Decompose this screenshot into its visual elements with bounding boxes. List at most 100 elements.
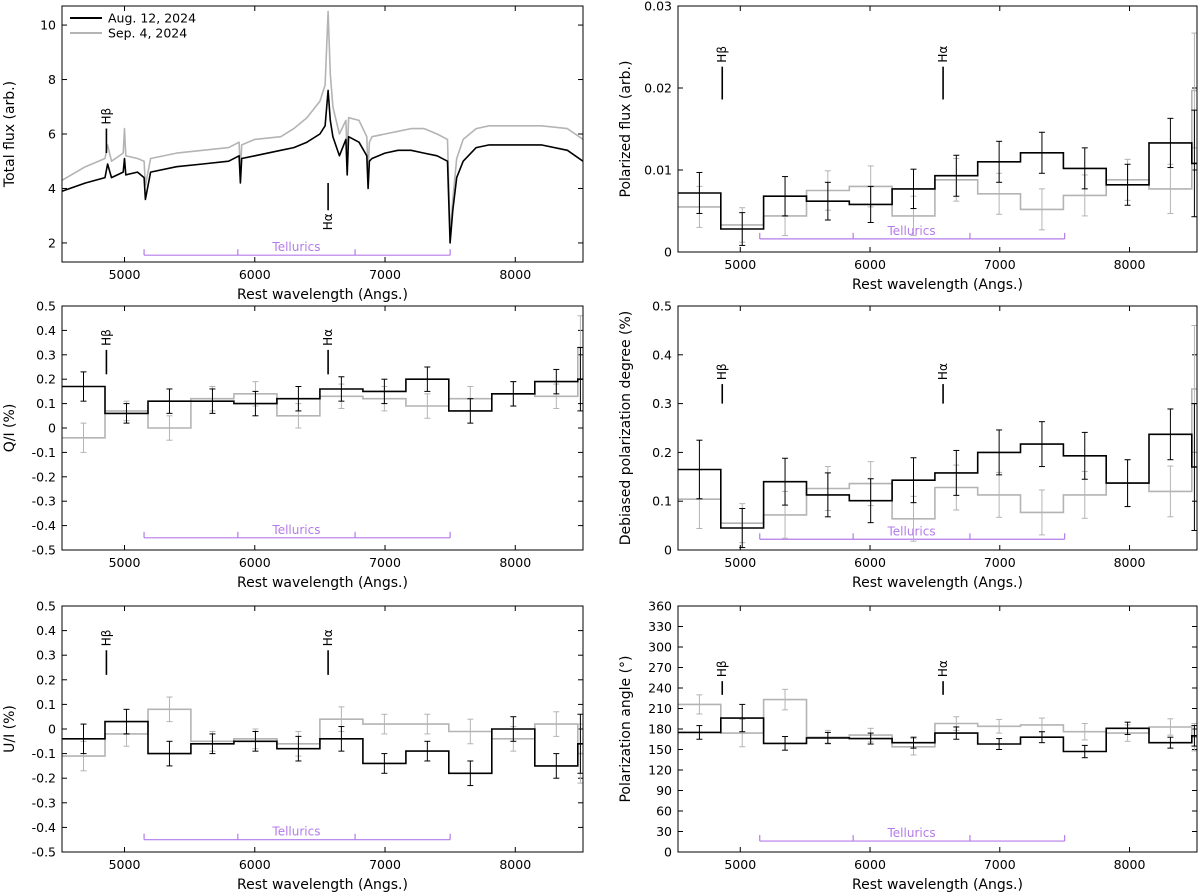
- q-over-i-series-aug: [62, 378, 583, 415]
- debiased-polarization-errorbar-sep: [1167, 465, 1174, 518]
- polarization-angle-xtick-label: 7000: [984, 857, 1016, 872]
- debiased-polarization-errorbar-aug: [739, 508, 746, 549]
- u-over-i-errorbar-sep: [553, 711, 560, 737]
- polarization-angle-errorbar-aug: [910, 736, 917, 749]
- debiased-polarization-ytick-label: 0: [664, 543, 672, 558]
- q-over-i-panel: 5000 6000 7000 8000 -0.5 -0.4 -0.3 -0.2 -0.1 0 0.1…: [2, 299, 584, 591]
- u-over-i-errorbar-aug: [510, 716, 517, 742]
- polarized-flux-errorbar-aug: [910, 168, 917, 210]
- polarization-angle-errorbar-aug: [1081, 744, 1088, 759]
- polarization-angle-ytick-label: 180: [648, 722, 672, 737]
- q-over-i-errorbar-aug: [510, 381, 517, 407]
- debiased-polarization-marker-label-hb: Hβ: [715, 363, 729, 380]
- u-over-i-ytick-label: 0.5: [36, 599, 56, 614]
- debiased-polarization-errorbar-sep: [1038, 489, 1045, 536]
- u-over-i-errorbar-aug: [338, 726, 345, 752]
- polarization-angle-errorbar-aug: [867, 732, 874, 745]
- debiased-polarization-errorbar-aug: [910, 457, 917, 504]
- polarization-angle-tellurics-label: Tellurics: [887, 826, 936, 840]
- debiased-polarization-xlabel: Rest wavelength (Angs.): [852, 575, 1023, 591]
- q-over-i-marker-label-ha: Hα: [321, 329, 335, 346]
- q-over-i-errorbar-aug: [577, 346, 583, 412]
- debiased-polarization-ytick-label: 0.3: [652, 396, 672, 411]
- debiased-polarization-panel: 5000 6000 7000 8000 0 0.1 0.2 0.3 0.4 0.5 Rest wav…: [618, 299, 1198, 591]
- polarized-flux-xtick-label: 8000: [1114, 257, 1146, 272]
- q-over-i-xtick-label: 8000: [499, 555, 531, 570]
- polarization-angle-errorbar-sep: [1167, 718, 1174, 736]
- debiased-polarization-errorbar-aug: [867, 478, 874, 524]
- u-over-i-ytick-label: 0: [48, 722, 56, 737]
- q-over-i-xlabel: Rest wavelength (Angs.): [237, 575, 408, 591]
- debiased-polarization-xtick-label: 7000: [984, 555, 1016, 570]
- debiased-polarization-ytick-label: 0.2: [652, 445, 672, 460]
- debiased-polarization-ytick-label: 0.1: [652, 494, 672, 509]
- u-over-i-ytick-label: -0.5: [32, 845, 56, 860]
- polarized-flux-series-sep: [678, 89, 1197, 226]
- total-flux-xtick-label: 5000: [109, 267, 141, 282]
- polarized-flux-ytick-label: 0: [664, 245, 672, 260]
- debiased-polarization-ytick-label: 0.4: [652, 347, 672, 362]
- u-over-i-series-aug: [62, 720, 583, 775]
- polarization-angle-plot-area: Tellurics: [678, 688, 1197, 842]
- polarized-flux-errorbar-aug: [996, 140, 1003, 183]
- debiased-polarization-xtick-label: 6000: [854, 555, 886, 570]
- u-over-i-xlabel: Rest wavelength (Angs.): [237, 877, 408, 893]
- polarized-flux-errorbar-aug: [1167, 117, 1174, 169]
- polarization-angle-errorbar-aug: [782, 736, 789, 751]
- u-over-i-ytick-label: -0.4: [32, 820, 56, 835]
- polarized-flux-errorbar-aug: [824, 181, 831, 221]
- u-over-i-ytick-label: -0.3: [32, 795, 56, 810]
- polarized-flux-xtick-label: 5000: [724, 257, 756, 272]
- polarized-flux-errorbar-aug: [867, 185, 874, 223]
- total-flux-xtick-label: 8000: [499, 267, 531, 282]
- polarization-angle-ytick-label: 300: [648, 640, 672, 655]
- u-over-i-xtick-label: 6000: [239, 857, 271, 872]
- u-over-i-ytick-label: 0.1: [36, 697, 56, 712]
- u-over-i-tellurics-label: Tellurics: [271, 825, 320, 839]
- q-over-i-ytick-label: 0.5: [36, 299, 56, 314]
- polarized-flux-errorbar-aug: [696, 171, 703, 214]
- debiased-polarization-tellurics-label: Tellurics: [887, 524, 936, 538]
- q-over-i-ytick-label: 0.4: [36, 323, 56, 338]
- total-flux-ytick-label: 2: [48, 235, 56, 250]
- polarized-flux-series-aug: [678, 142, 1197, 230]
- u-over-i-xtick-label: 5000: [109, 857, 141, 872]
- q-over-i-ytick-label: 0.2: [36, 372, 56, 387]
- polarization-angle-errorbar-sep: [1081, 723, 1088, 741]
- debiased-polarization-errorbar-aug: [782, 457, 789, 506]
- legend-label-1: Sep. 4, 2024: [108, 26, 187, 41]
- q-over-i-errorbar-aug: [209, 388, 216, 414]
- u-over-i-ytick-label: -0.2: [32, 771, 56, 786]
- q-over-i-marker-label-hb: Hβ: [99, 329, 113, 346]
- polarization-angle-errorbar-aug: [1191, 725, 1197, 747]
- polarization-angle-errorbar-aug: [739, 703, 746, 733]
- polarized-flux-ylabel: Polarized flux (arb.): [618, 61, 634, 198]
- q-over-i-ytick-label: -0.4: [32, 518, 56, 533]
- q-over-i-plot-area: Tellurics: [62, 315, 583, 539]
- u-over-i-errorbar-aug: [252, 730, 259, 752]
- polarization-angle-ytick-label: 0: [664, 845, 672, 860]
- polarization-angle-ytick-label: 90: [656, 783, 672, 798]
- debiased-polarization-errorbar-aug: [696, 439, 703, 500]
- debiased-polarization-ytick-label: 0.5: [652, 299, 672, 314]
- q-over-i-errorbar-aug: [252, 390, 259, 417]
- q-over-i-ytick-label: 0.1: [36, 396, 56, 411]
- u-over-i-errorbar-aug: [424, 740, 431, 762]
- u-over-i-xtick-label: 7000: [369, 857, 401, 872]
- total-flux-ytick-label: 4: [48, 181, 56, 196]
- total-flux-ytick-label: 8: [48, 72, 56, 87]
- q-over-i-ytick-label: 0.3: [36, 347, 56, 362]
- u-over-i-errorbar-aug: [166, 740, 173, 767]
- q-over-i-errorbar-sep: [80, 422, 87, 453]
- polarization-angle-marker-label-ha: Hα: [936, 660, 950, 677]
- u-over-i-errorbar-sep: [166, 696, 173, 723]
- q-over-i-xtick-label: 7000: [369, 555, 401, 570]
- polarization-angle-errorbar-sep: [782, 688, 789, 711]
- u-over-i-ytick-label: 0.4: [36, 623, 56, 638]
- u-over-i-errorbar-aug: [577, 713, 583, 774]
- u-over-i-panel: 5000 6000 7000 8000 -0.5 -0.4 -0.3 -0.2 -0.1 0 0.1…: [2, 599, 584, 893]
- polarization-angle-errorbar-aug: [1038, 731, 1045, 744]
- polarization-angle-frame: [677, 605, 1198, 853]
- debiased-polarization-errorbar-aug: [1038, 421, 1045, 468]
- q-over-i-series-sep: [62, 346, 583, 439]
